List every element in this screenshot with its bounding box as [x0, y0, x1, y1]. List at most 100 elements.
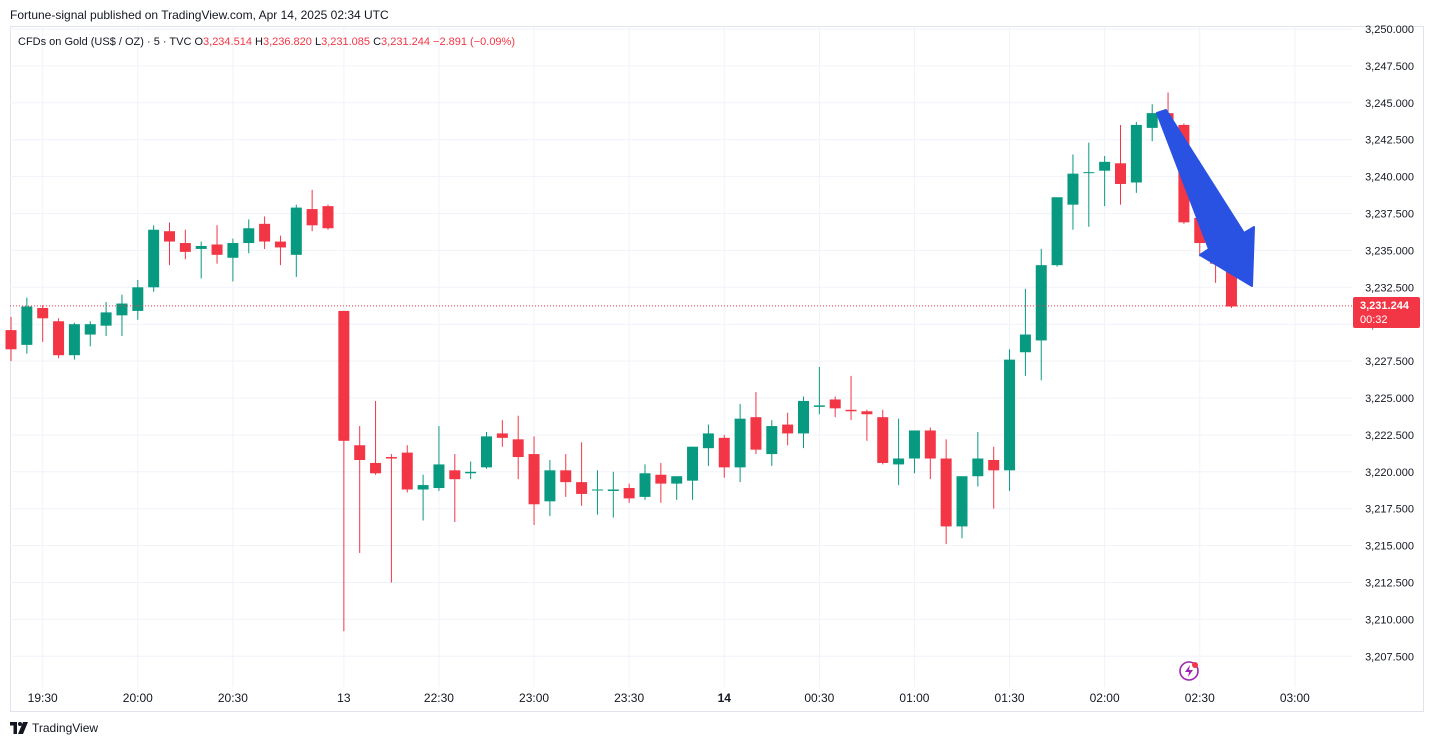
candle[interactable] [37, 305, 49, 342]
candle[interactable] [1130, 121, 1142, 193]
candle[interactable] [1004, 349, 1016, 491]
candle[interactable] [322, 204, 334, 230]
candle-body [702, 433, 714, 449]
price-tick-label: 3,232.500 [1365, 282, 1414, 294]
candle[interactable] [718, 434, 730, 478]
candle[interactable] [417, 474, 429, 521]
candle[interactable] [940, 439, 952, 545]
candle[interactable] [750, 392, 762, 455]
candle[interactable] [68, 322, 80, 360]
candle[interactable] [1019, 288, 1031, 376]
candle[interactable] [401, 445, 413, 493]
legend-high-label: H [255, 36, 263, 48]
candle[interactable] [591, 470, 603, 515]
candle[interactable] [496, 420, 508, 447]
candle-body [465, 471, 477, 474]
candle[interactable] [179, 229, 191, 260]
candle[interactable] [259, 216, 271, 249]
chart-frame[interactable] [10, 26, 1424, 712]
candle[interactable] [861, 409, 873, 441]
candle-body [259, 223, 271, 242]
candle[interactable] [544, 459, 556, 517]
candle[interactable] [845, 375, 857, 421]
candle[interactable] [21, 297, 33, 354]
candle[interactable] [813, 367, 825, 415]
candle-body [544, 470, 556, 502]
candle[interactable] [655, 462, 667, 503]
candle[interactable] [243, 219, 255, 254]
candle[interactable] [100, 302, 112, 337]
candle[interactable] [274, 235, 286, 266]
candle-body [607, 489, 619, 491]
candle[interactable] [560, 454, 572, 497]
legend-high-value: 3,236.820 [262, 36, 312, 48]
candle[interactable] [734, 403, 746, 483]
candle[interactable] [465, 461, 477, 480]
candle[interactable] [132, 279, 144, 320]
candle[interactable] [433, 426, 445, 491]
candle[interactable] [1099, 155, 1111, 207]
candle[interactable] [893, 418, 905, 486]
candle[interactable] [481, 431, 492, 469]
candle[interactable] [195, 241, 207, 279]
candle[interactable] [1146, 104, 1158, 142]
candle[interactable] [972, 431, 984, 487]
candle[interactable] [370, 400, 382, 475]
price-axis[interactable]: 3,207.500 3,210.000 3,212.500 3,215.000 3,21… [1365, 24, 1414, 663]
candle[interactable] [576, 442, 588, 506]
candle[interactable] [1067, 154, 1079, 230]
candle-body [338, 310, 350, 441]
candle[interactable] [829, 396, 841, 418]
candle-body [195, 245, 207, 249]
candle[interactable] [148, 225, 160, 292]
candle[interactable] [687, 446, 699, 500]
tradingview-footer[interactable]: TradingView [10, 721, 98, 735]
legend-symbol[interactable]: CFDs on Gold (US$ / OZ) · 5 · TVC [18, 36, 192, 48]
lightning-alert-icon[interactable] [1178, 660, 1200, 682]
candle[interactable] [53, 318, 65, 359]
candle[interactable] [5, 316, 17, 362]
price-tick-label: 3,220.000 [1365, 467, 1414, 479]
candle[interactable] [798, 396, 809, 449]
candle[interactable] [211, 225, 223, 264]
price-tick-label: 3,240.000 [1365, 172, 1414, 184]
candle[interactable] [782, 412, 794, 446]
candle-body [893, 458, 905, 465]
candle[interactable] [956, 476, 968, 539]
candle[interactable] [1083, 142, 1095, 227]
time-tick-label: 01:00 [899, 691, 929, 705]
candle[interactable] [702, 424, 714, 466]
down-arrow-drawing[interactable] [1156, 109, 1255, 287]
candle[interactable] [924, 427, 936, 480]
candle[interactable] [528, 436, 540, 525]
candle[interactable] [84, 321, 96, 347]
price-tick-label: 3,210.000 [1365, 614, 1414, 626]
candle[interactable] [639, 464, 651, 500]
candle[interactable] [671, 476, 683, 500]
candle[interactable] [988, 446, 1000, 509]
candle[interactable] [1051, 197, 1063, 267]
candle[interactable] [877, 409, 889, 465]
candle[interactable] [908, 430, 920, 474]
legend-low-value: 3,231.085 [321, 36, 371, 48]
candle[interactable] [766, 420, 778, 466]
candle[interactable] [354, 426, 366, 553]
candle-body [290, 207, 302, 255]
candle[interactable] [338, 310, 350, 632]
candle[interactable] [227, 238, 239, 282]
candle[interactable] [1115, 124, 1126, 205]
candle[interactable] [385, 454, 397, 583]
candle[interactable] [290, 204, 302, 277]
candle[interactable] [1035, 248, 1047, 381]
candle[interactable] [623, 483, 635, 503]
candle[interactable] [116, 294, 128, 337]
candle[interactable] [306, 189, 318, 232]
candle[interactable] [512, 415, 524, 480]
candle[interactable] [164, 222, 175, 266]
candle[interactable] [607, 471, 619, 518]
time-axis[interactable]: 19:30 20:00 20:30 13 22:30 23:00 23:30 14 00:30 0… [28, 691, 1311, 705]
price-tick-label: 3,222.500 [1365, 430, 1414, 442]
last-price-tag: 3,231.244 00:32 [1353, 297, 1420, 328]
candle[interactable] [449, 454, 461, 522]
